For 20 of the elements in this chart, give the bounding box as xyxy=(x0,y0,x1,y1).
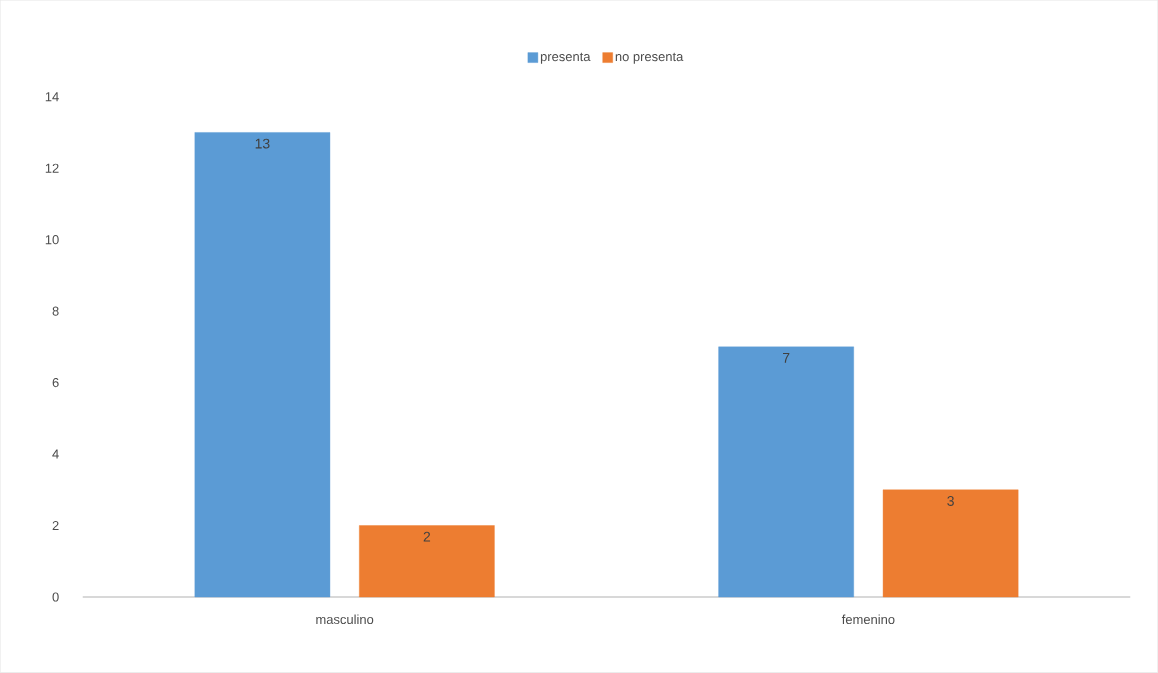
bar xyxy=(194,132,331,598)
y-tick-label: 6 xyxy=(52,378,59,388)
y-tick-label: 12 xyxy=(45,163,59,173)
y-tick-label: 8 xyxy=(52,306,59,316)
x-tick-label: femenino xyxy=(841,614,895,625)
x-tick-label: masculino xyxy=(316,614,374,625)
data-label: 3 xyxy=(947,496,954,507)
y-tick-label: 0 xyxy=(52,592,59,602)
y-tick-label: 14 xyxy=(45,92,59,102)
data-label: 7 xyxy=(783,353,790,363)
y-tick-label: 4 xyxy=(52,449,59,459)
bar xyxy=(882,489,1019,598)
legend-label: presenta xyxy=(540,52,591,64)
y-tick-label: 10 xyxy=(45,235,59,245)
data-label: 2 xyxy=(423,531,431,542)
y-tick-label: 2 xyxy=(52,521,59,531)
data-label: 13 xyxy=(255,138,270,149)
bar xyxy=(359,525,495,598)
legend-label: no presenta xyxy=(615,52,684,64)
bar xyxy=(718,346,854,598)
